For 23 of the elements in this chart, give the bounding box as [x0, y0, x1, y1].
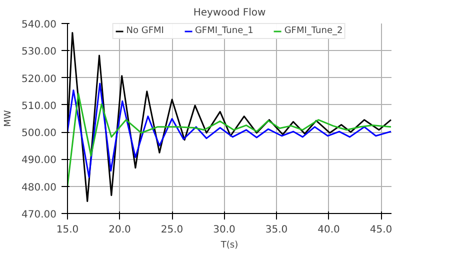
x-axis-title: T(s) — [220, 240, 238, 250]
y-tick-label: 480.00 — [22, 182, 57, 194]
y-tick-label: 510.00 — [22, 100, 57, 112]
x-tick-label: 45.0 — [370, 224, 392, 236]
line-series — [68, 82, 392, 178]
x-tick-label: 25.0 — [160, 224, 184, 236]
legend-label: No GFMI — [126, 26, 164, 36]
x-tick-label: 35.0 — [265, 224, 288, 236]
y-tick-label: 520.00 — [22, 74, 57, 85]
x-tick-label: 15.0 — [56, 224, 79, 236]
x-tick-label: 40.0 — [318, 224, 340, 236]
chart-title: Heywood Flow — [193, 8, 266, 18]
x-tick-label: 20.0 — [108, 224, 131, 236]
y-tick-label: 540.00 — [22, 20, 57, 30]
legend-label: GFMI_Tune_2 — [284, 26, 343, 36]
y-tick-label: 530.00 — [22, 46, 57, 58]
y-axis-title: MW — [4, 110, 14, 127]
legend-label: GFMI_Tune_1 — [194, 26, 254, 36]
y-tick-label: 500.00 — [22, 128, 57, 140]
line-series — [68, 92, 392, 187]
y-tick-label: 490.00 — [22, 155, 57, 166]
x-tick-label: 30.0 — [213, 224, 236, 236]
y-tick-label: 470.00 — [22, 210, 57, 220]
